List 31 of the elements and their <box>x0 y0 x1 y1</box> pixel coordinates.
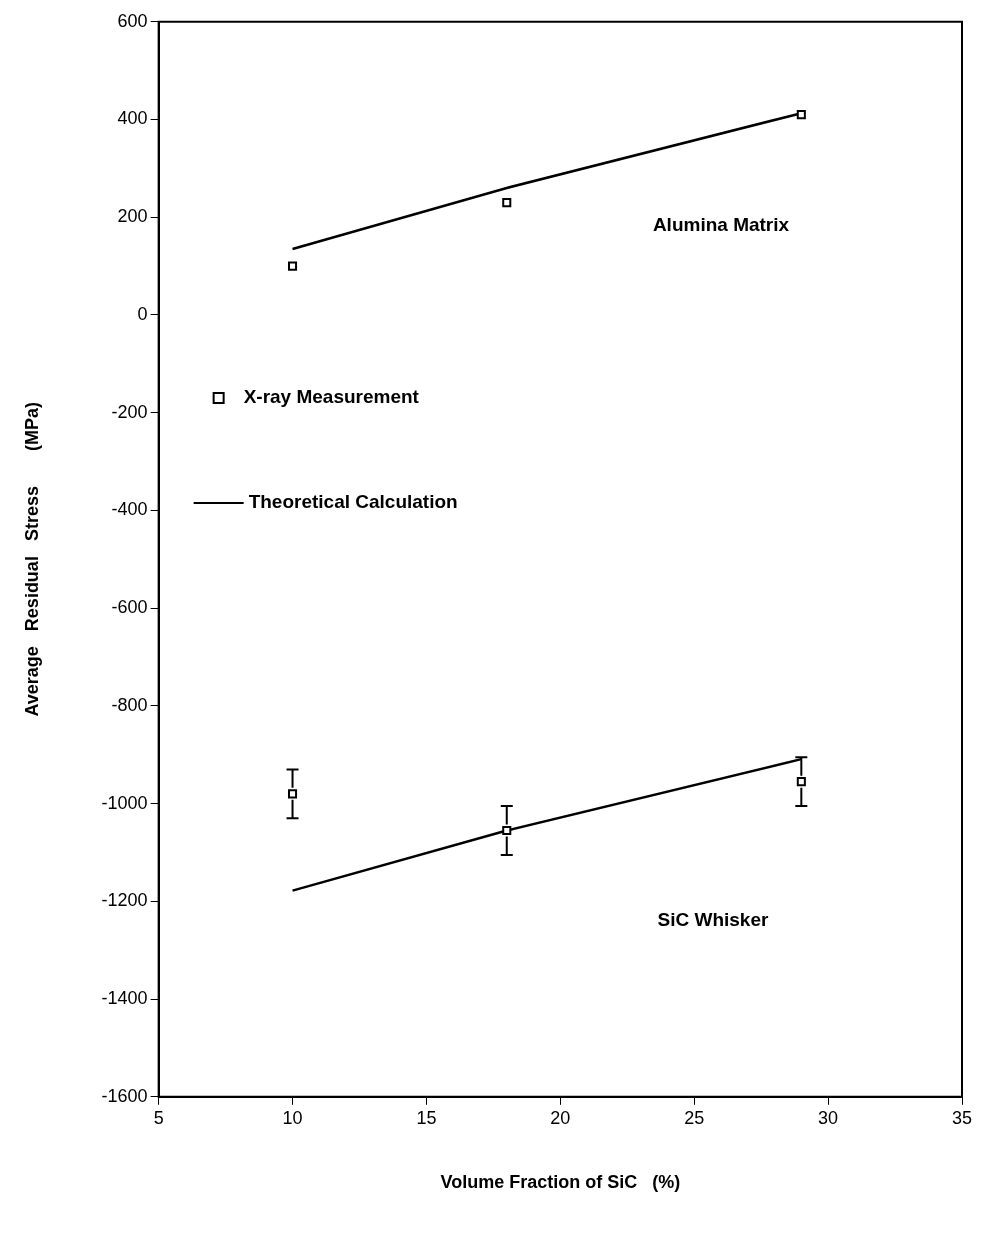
annotation: SiC Whisker <box>657 908 769 930</box>
y-tick-label: 200 <box>117 206 148 227</box>
annotation: Alumina Matrix <box>652 214 790 236</box>
point <box>502 825 512 836</box>
legend-label: X-ray Measurement <box>243 386 420 408</box>
point <box>796 110 806 120</box>
point <box>796 777 806 787</box>
y-tick-label: -1600 <box>101 1085 148 1106</box>
x-tick-label: 35 <box>951 1107 973 1128</box>
y-tick-label: -400 <box>111 499 148 520</box>
x-tick-label: 30 <box>818 1107 839 1128</box>
y-tick-label: -1000 <box>101 792 148 813</box>
legend-label: Theoretical Calculation <box>248 491 458 513</box>
point <box>288 261 298 271</box>
x-tick-label: 5 <box>153 1107 164 1128</box>
y-axis-title: Average Residual Stress (MPa) <box>21 402 42 717</box>
y-tick-label: -200 <box>111 401 148 422</box>
y-tick-label: 0 <box>137 303 148 324</box>
y-tick-label: 600 <box>117 10 148 31</box>
y-tick-label: -600 <box>111 597 148 618</box>
x-axis-title: Volume Fraction of SiC (%) <box>440 1172 681 1193</box>
y-tick-label: -1200 <box>101 890 148 911</box>
y-tick-label: -800 <box>111 694 148 715</box>
x-tick-label: 15 <box>416 1107 437 1128</box>
y-tick-label: -1400 <box>101 988 148 1009</box>
x-tick-label: 25 <box>684 1107 705 1128</box>
x-tick-label: 20 <box>550 1107 571 1128</box>
x-tick-label: 10 <box>282 1107 303 1128</box>
point <box>288 789 298 799</box>
y-tick-label: 400 <box>117 108 148 129</box>
point <box>502 198 512 208</box>
